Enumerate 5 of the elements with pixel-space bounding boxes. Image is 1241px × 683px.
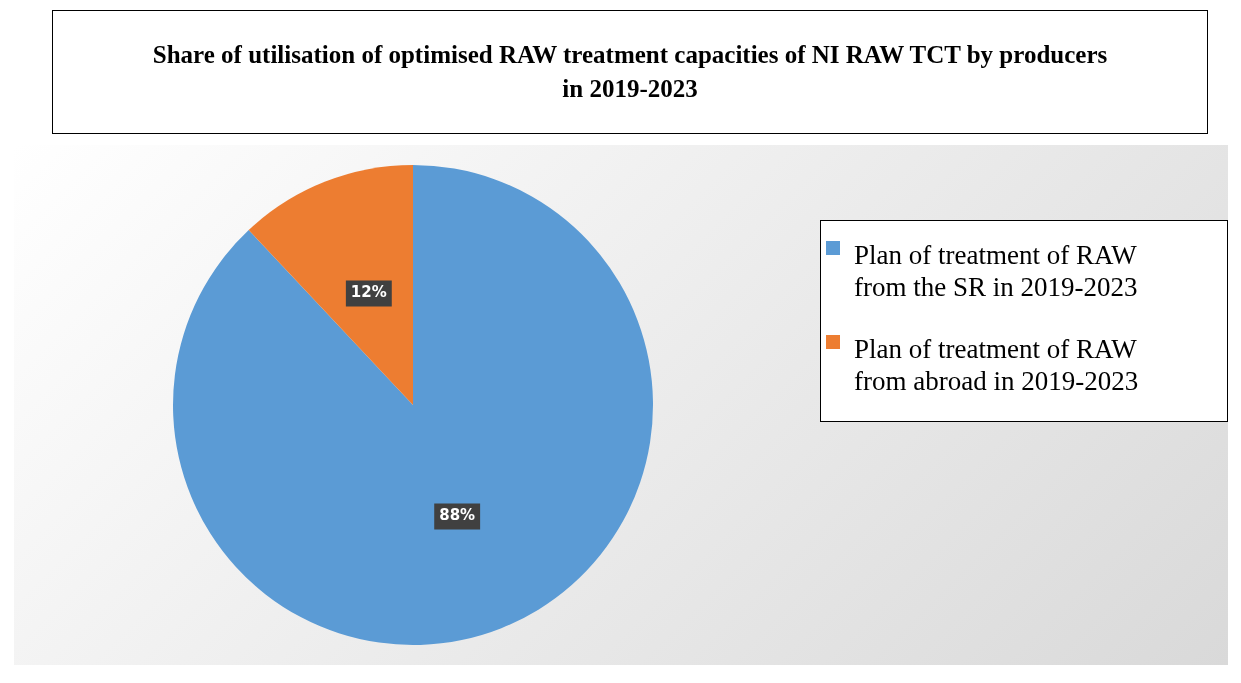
data-label: 12%	[350, 283, 387, 302]
legend-label: Plan of treatment of RAW from the SR in 2019-2023	[854, 239, 1139, 303]
legend-label: Plan of treatment of RAW from abroad in 2019-2023	[854, 333, 1140, 397]
data-label: 88%	[439, 506, 476, 525]
chart-title: Share of utilisation of optimised RAW treatment capacities of NI RAW TCT by producers in 2019-2023	[52, 10, 1208, 134]
